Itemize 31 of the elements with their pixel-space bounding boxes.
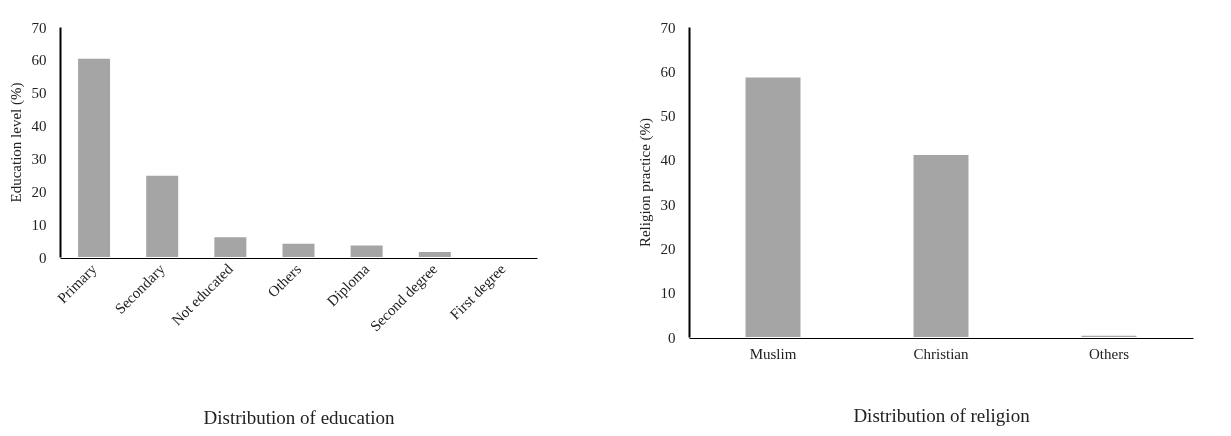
y-tick-label: 50 [660,108,676,125]
y-tick-label: 40 [660,152,676,169]
bar [282,243,315,257]
x-axis-title: Distribution of religion [853,404,1031,426]
y-tick-label: 0 [39,249,47,266]
x-axis-title: Distribution of education [203,407,395,429]
x-tick-label: Others [1089,345,1130,362]
y-tick-label: 20 [660,240,676,257]
bar [913,154,969,337]
bar [350,245,383,257]
y-axis-title: Religion practice (%) [636,117,654,248]
y-tick-label: 10 [31,216,47,233]
y-tick-label: 60 [660,63,676,80]
y-tick-label: 50 [31,85,47,102]
bar [745,77,801,337]
x-tick-label: Muslim [749,345,797,362]
bar [214,237,247,257]
y-tick-label: 70 [31,19,47,36]
bar [418,252,451,257]
y-axis-title: Education level (%) [7,82,25,203]
y-tick-label: 10 [660,285,676,302]
bar [78,58,111,257]
y-tick-label: 30 [660,196,676,213]
y-tick-label: 0 [668,329,676,346]
y-tick-label: 20 [31,183,47,200]
y-tick-label: 60 [31,52,47,69]
x-tick-label: Christian [913,345,969,362]
y-tick-label: 40 [31,118,47,135]
y-tick-label: 70 [660,19,676,36]
y-tick-label: 30 [31,150,47,167]
bar [146,175,179,257]
